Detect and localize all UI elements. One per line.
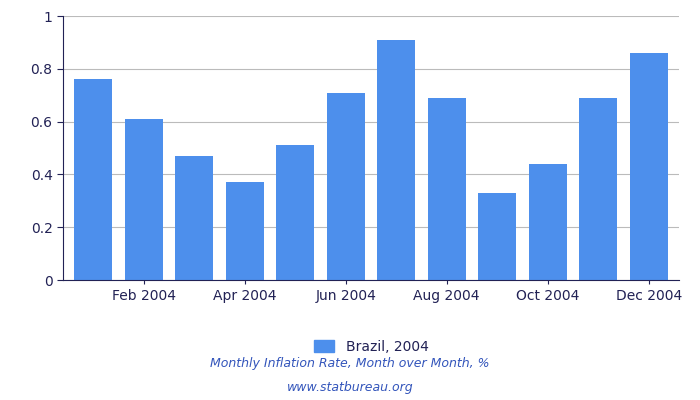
- Bar: [528, 164, 567, 280]
- Bar: [125, 119, 162, 280]
- Bar: [276, 145, 314, 280]
- Legend: Brazil, 2004: Brazil, 2004: [308, 334, 434, 360]
- Bar: [327, 92, 365, 280]
- Bar: [377, 40, 415, 280]
- Bar: [630, 53, 668, 280]
- Bar: [226, 182, 264, 280]
- Bar: [74, 79, 112, 280]
- Bar: [428, 98, 466, 280]
- Bar: [175, 156, 214, 280]
- Bar: [580, 98, 617, 280]
- Text: www.statbureau.org: www.statbureau.org: [287, 382, 413, 394]
- Bar: [478, 193, 516, 280]
- Text: Monthly Inflation Rate, Month over Month, %: Monthly Inflation Rate, Month over Month…: [210, 358, 490, 370]
